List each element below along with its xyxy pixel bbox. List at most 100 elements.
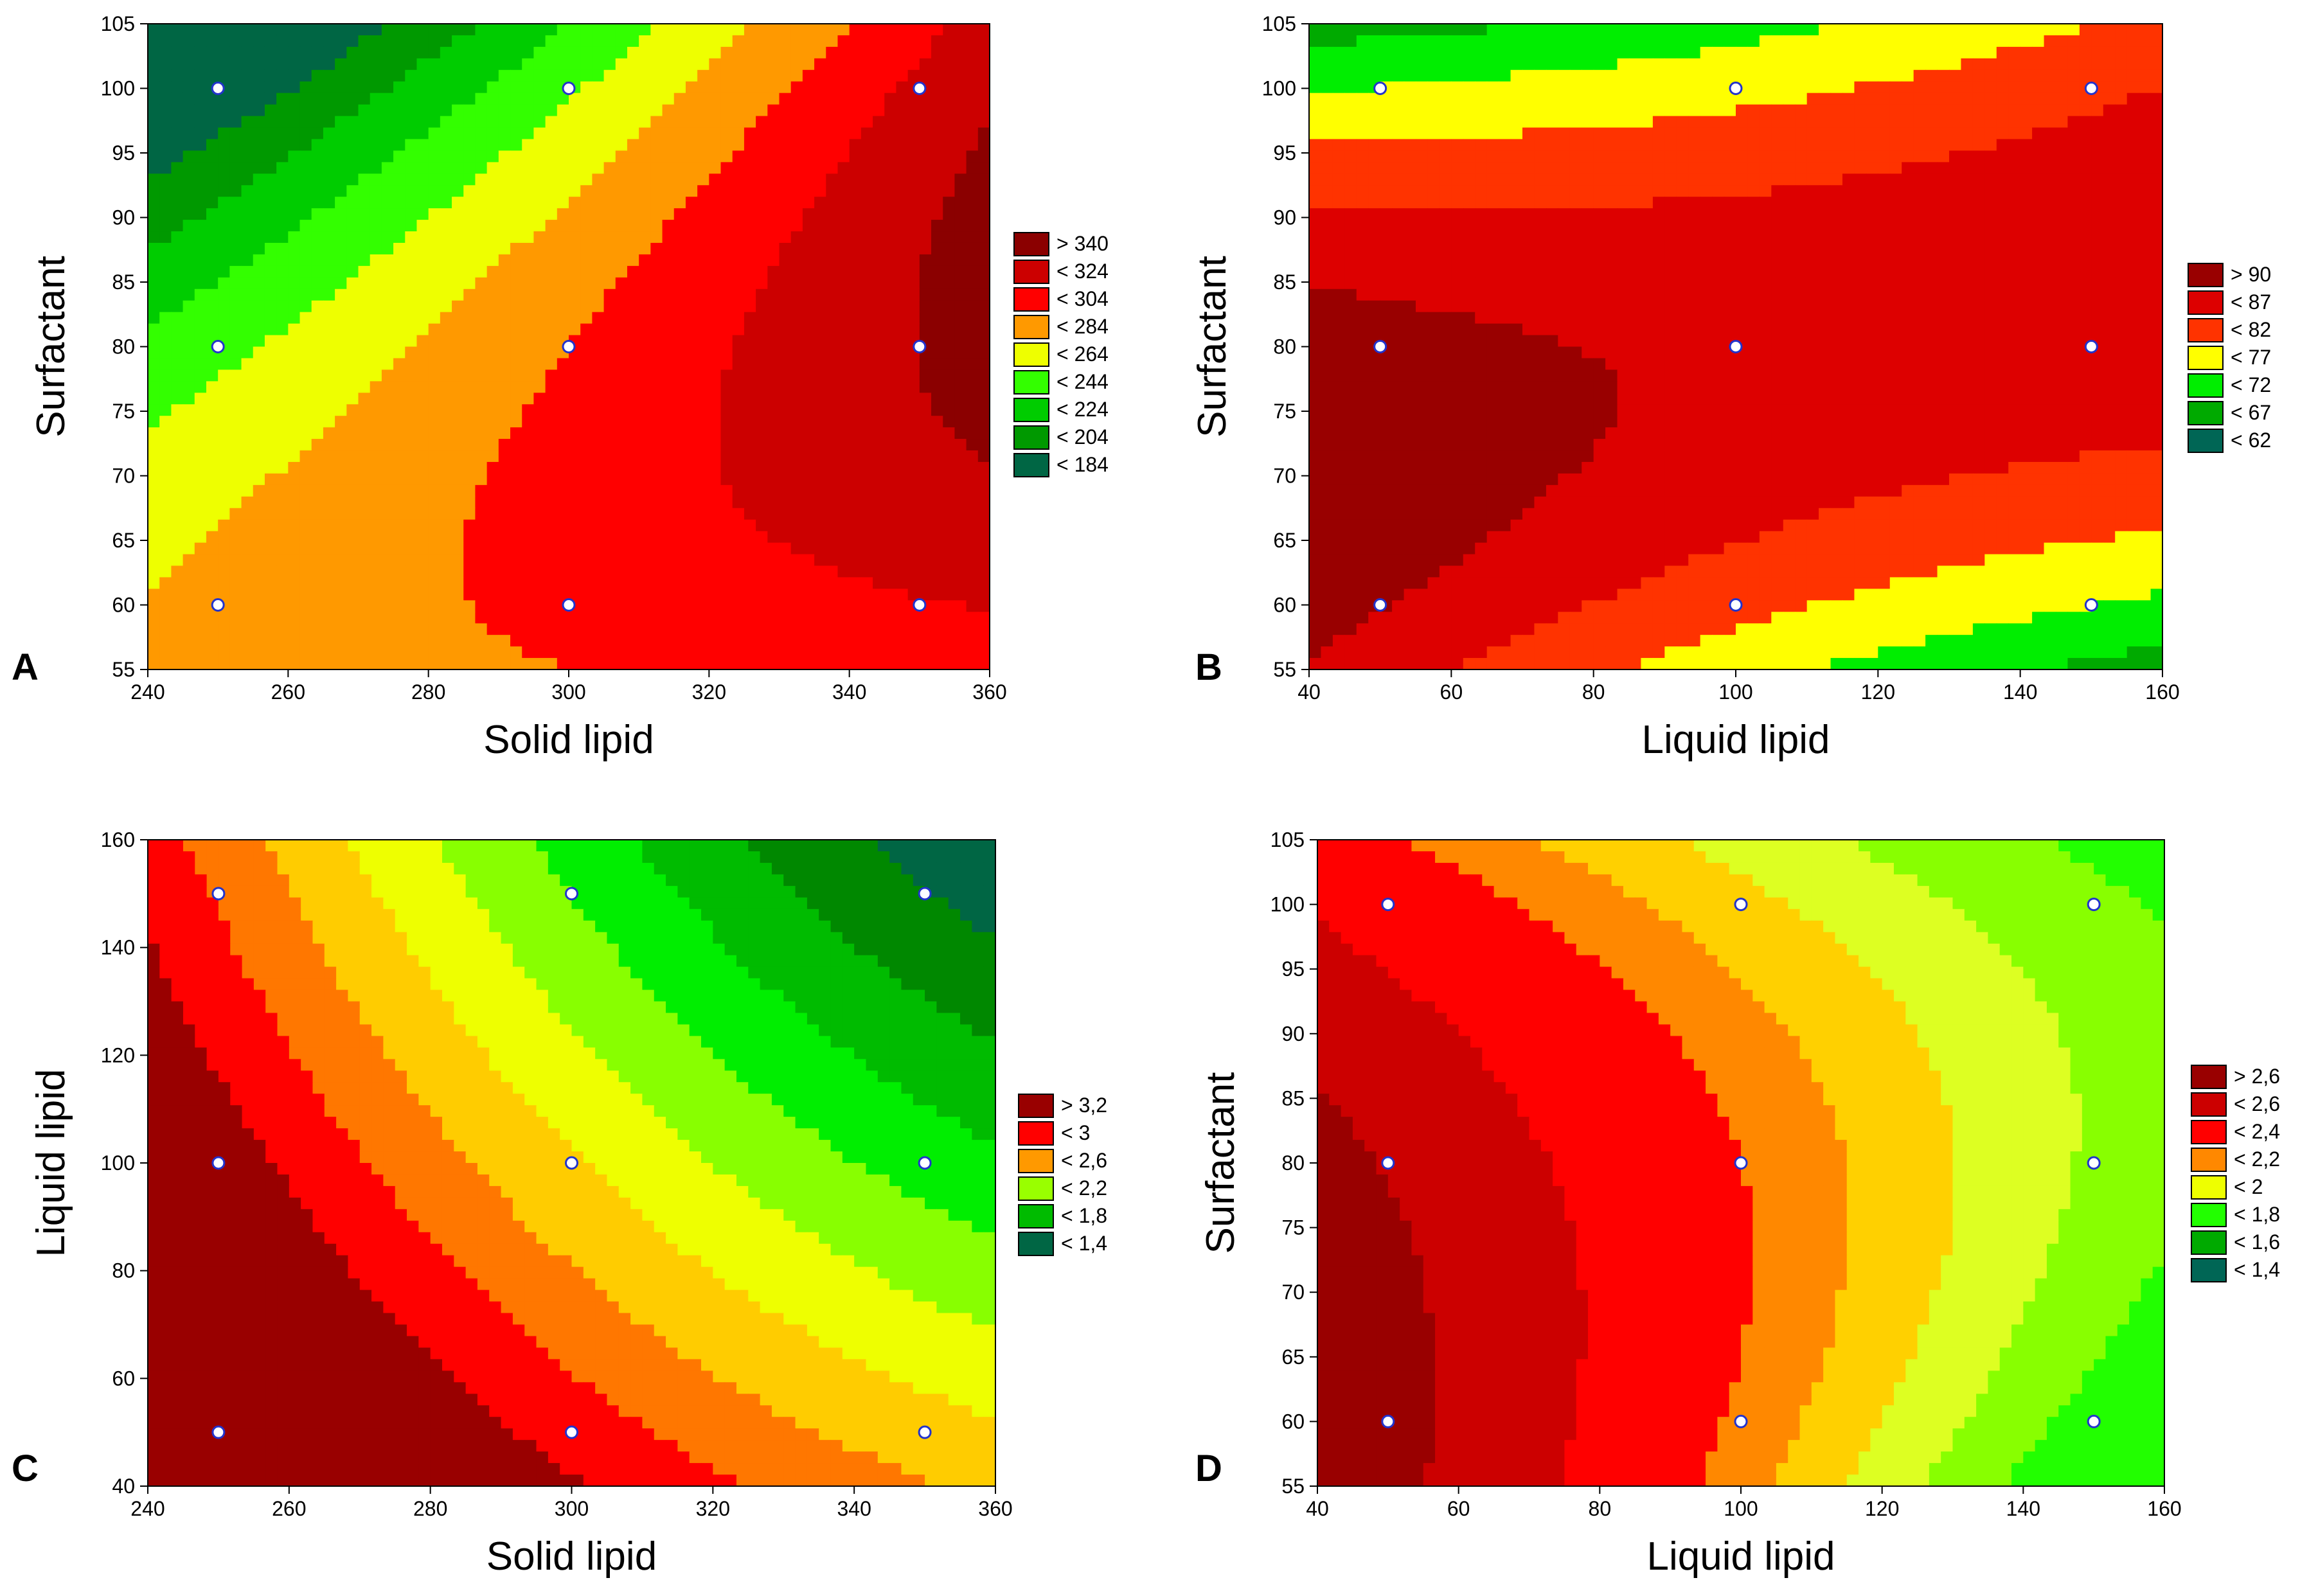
contour-cell (311, 173, 324, 186)
contour-cell (1546, 162, 1558, 174)
contour-cell (475, 577, 488, 589)
contour-cell (732, 288, 745, 301)
contour-cell (486, 565, 499, 578)
contour-cell (615, 254, 628, 267)
contour-cell (1569, 93, 1582, 105)
contour-cell (416, 554, 429, 567)
contour-cell (756, 542, 768, 555)
contour-cell (720, 473, 733, 486)
contour-cell (533, 242, 546, 255)
contour-cell (148, 450, 160, 463)
contour-cell (673, 162, 686, 174)
contour-cell (1380, 69, 1393, 82)
contour-cell (183, 577, 195, 589)
contour-cell (1688, 139, 1701, 152)
contour-cell (2067, 116, 2080, 129)
contour-cell (790, 139, 803, 152)
contour-cell (1392, 127, 1405, 140)
contour-cell (744, 416, 756, 428)
contour-cell (720, 369, 733, 382)
panel-b: 40 60 80 100 120 140 1605560657075808590951001… (1190, 12, 2271, 762)
contour-cell (966, 150, 979, 163)
contour-cell (335, 531, 347, 544)
contour-cell (1475, 116, 1488, 129)
contour-cell (1416, 162, 1429, 174)
contour-cell (370, 600, 382, 612)
contour-cell (943, 288, 956, 301)
contour-cell (475, 162, 488, 174)
contour-cell (148, 277, 160, 290)
contour-cell (896, 139, 909, 152)
contour-cell (1830, 93, 1843, 105)
contour-cell (264, 265, 277, 278)
contour-cell (966, 81, 979, 94)
contour-cell (931, 542, 943, 555)
contour-cell (510, 623, 522, 635)
contour-cell (603, 300, 616, 313)
contour-cell (639, 393, 651, 405)
contour-cell (311, 231, 324, 244)
contour-cell (873, 496, 885, 509)
contour-cell (405, 519, 418, 532)
contour-cell (709, 162, 722, 174)
contour-cell (171, 623, 184, 635)
contour-cell (381, 197, 394, 209)
contour-cell (522, 69, 535, 82)
contour-cell (1546, 127, 1558, 140)
contour-cell (662, 508, 675, 520)
contour-cell (919, 404, 932, 416)
contour-cell (814, 139, 826, 152)
contour-cell (264, 69, 277, 82)
contour-cell (685, 600, 698, 612)
contour-cell (1368, 150, 1381, 163)
contour-cell (826, 231, 839, 244)
contour-cell (288, 369, 301, 382)
contour-cell (194, 484, 207, 497)
contour-cell (826, 358, 839, 370)
contour-cell (931, 254, 943, 267)
contour-cell (639, 461, 651, 474)
contour-cell (1878, 69, 1891, 82)
contour-cell (2091, 139, 2104, 152)
contour-cell (966, 381, 979, 393)
contour-cell (662, 577, 675, 589)
contour-cell (650, 531, 663, 544)
contour-cell (428, 358, 441, 370)
contour-cell (276, 162, 289, 174)
contour-cell (346, 565, 359, 578)
contour-cell (428, 658, 441, 670)
contour-cell (1416, 104, 1429, 117)
contour-cell (264, 450, 277, 463)
contour-cell (440, 323, 452, 336)
contour-cell (697, 312, 709, 324)
contour-cell (288, 623, 301, 635)
contour-cell (790, 346, 803, 359)
contour-cell (685, 150, 698, 163)
contour-cell (475, 127, 488, 140)
contour-cell (335, 346, 347, 359)
contour-cell (370, 300, 382, 313)
contour-cell (826, 197, 839, 209)
contour-cell (849, 335, 862, 348)
contour-cell (1368, 35, 1381, 48)
contour-cell (428, 93, 441, 105)
contour-cell (557, 288, 569, 301)
contour-cell (639, 404, 651, 416)
contour-cell (592, 312, 605, 324)
contour-cell (486, 139, 499, 152)
contour-cell (299, 473, 312, 486)
contour-cell (346, 104, 359, 117)
contour-cell (1996, 104, 2009, 117)
contour-cell (393, 335, 406, 348)
contour-cell (826, 577, 839, 589)
contour-cell (557, 300, 569, 313)
contour-cell (1593, 24, 1606, 36)
contour-cell (510, 404, 522, 416)
contour-cell (603, 69, 616, 82)
contour-cell (849, 554, 862, 567)
contour-cell (592, 589, 605, 601)
contour-cell (159, 254, 172, 267)
contour-cell (837, 393, 850, 405)
contour-cell (159, 231, 172, 244)
contour-cell (1582, 150, 1594, 163)
